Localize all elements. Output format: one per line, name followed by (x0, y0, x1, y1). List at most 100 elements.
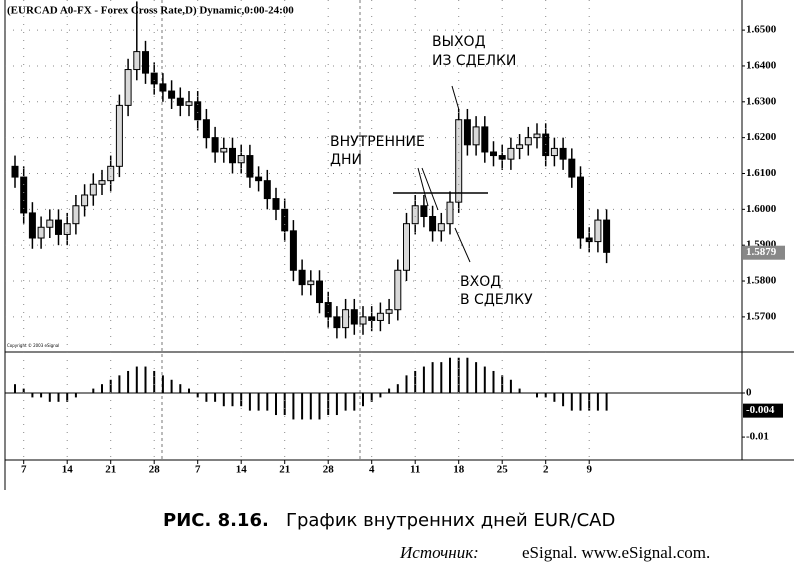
candle-body (63, 223, 71, 235)
y-tick-label: 1.6400 (746, 59, 777, 71)
candle-body (289, 230, 297, 271)
caption: График внутренних дней EUR/CAD (286, 510, 615, 531)
x-tick-label: 2 (543, 464, 549, 476)
candle-body (89, 183, 97, 196)
candle-body (324, 302, 332, 318)
annotation: ДНИ (330, 152, 362, 168)
candle-body (37, 226, 45, 239)
candle-body (124, 69, 132, 106)
candle-body (185, 101, 193, 106)
candle-body (350, 309, 358, 325)
candle-body (463, 119, 471, 146)
candle-body (472, 126, 480, 146)
y-tick-label: 1.6100 (746, 167, 777, 179)
figure-number: РИС. 8.16. (163, 510, 269, 531)
candle-body (446, 201, 454, 225)
candle-body (176, 97, 184, 106)
candle-body (98, 180, 106, 185)
candle-body (272, 198, 280, 210)
candle-body (229, 147, 236, 164)
candle-body (359, 316, 367, 325)
candle-body (11, 165, 19, 178)
x-tick-label: 14 (236, 464, 248, 476)
candle-body (594, 219, 602, 243)
candle-body (211, 137, 219, 153)
candle-body (411, 205, 419, 225)
candle-body (394, 269, 402, 311)
candle-body (55, 219, 62, 235)
annotation: ВХОД (460, 274, 501, 290)
candle-body (220, 147, 228, 153)
candle-body (307, 280, 315, 286)
candle-body (20, 176, 28, 214)
x-tick-label: 11 (410, 464, 420, 476)
chart-title: (EURCAD A0-FX - Forex Cross Rate,D) Dyna… (7, 5, 294, 17)
x-tick-label: 21 (105, 464, 116, 476)
candle-body (115, 104, 123, 167)
candle-body (263, 180, 271, 200)
current-value-box (743, 403, 783, 418)
candle-body (481, 126, 489, 153)
y-tick-label: 0 (746, 387, 752, 399)
source-label: Источник: (399, 543, 479, 562)
x-tick-label: 21 (279, 464, 290, 476)
y-tick-label: -0.01 (746, 431, 769, 443)
annotation: ВНУТРЕННИЕ (330, 134, 425, 150)
candle-body (28, 212, 36, 239)
candle-body (316, 280, 323, 304)
candle-body (159, 83, 167, 92)
annotation: ВЫХОД (432, 34, 486, 50)
source: eSignal. www.eSignal.com. (522, 543, 710, 562)
annotation: В СДЕЛКУ (460, 292, 533, 308)
y-tick-label: 1.5800 (746, 275, 777, 287)
x-tick-label: 28 (149, 464, 161, 476)
candle-body (376, 312, 384, 321)
candle-body (437, 223, 445, 232)
current-value-label: -0.004 (746, 404, 775, 416)
candle-body (150, 72, 158, 85)
candle-body (498, 155, 506, 160)
candle-body (533, 133, 541, 139)
candle-body (550, 147, 558, 157)
candle-body (585, 237, 593, 243)
candle-body (420, 205, 428, 218)
y-tick-label: 1.6300 (746, 95, 777, 107)
candle-body (333, 316, 341, 329)
candle-body (255, 176, 263, 182)
y-tick-label: 1.6500 (746, 24, 777, 36)
candle-body (403, 223, 410, 271)
candle-body (524, 137, 532, 146)
candle-body (342, 309, 350, 329)
x-tick-label: 7 (195, 464, 201, 476)
candle-body (603, 219, 611, 253)
current-price-box (743, 245, 785, 260)
candle-body (237, 155, 245, 164)
candle-body (281, 208, 289, 232)
x-tick-label: 18 (453, 464, 465, 476)
x-tick-label: 7 (21, 464, 27, 476)
candle-body (142, 51, 149, 74)
y-tick-label: 1.5700 (746, 310, 777, 322)
arrow (421, 167, 439, 211)
copyright: Copyright © 2003 eSignal (7, 343, 59, 348)
y-tick-label: 1.6000 (746, 203, 777, 215)
candle-body (490, 151, 497, 157)
candle-body (246, 155, 254, 178)
candle-body (429, 216, 437, 232)
current-price-label: 1.5879 (746, 246, 777, 258)
candle-body (46, 219, 54, 228)
candle-body (559, 147, 567, 160)
candle-body (202, 119, 210, 139)
x-tick-label: 25 (497, 464, 509, 476)
arrow (417, 167, 429, 207)
candle-body (507, 147, 515, 160)
candle-body (568, 158, 576, 178)
y-tick-label: 1.6200 (746, 131, 777, 143)
candle-body (298, 269, 306, 286)
candle-body (577, 176, 584, 239)
candle-body (368, 316, 376, 321)
candle-body (72, 205, 80, 225)
annotation: ИЗ СДЕЛКИ (432, 53, 516, 69)
